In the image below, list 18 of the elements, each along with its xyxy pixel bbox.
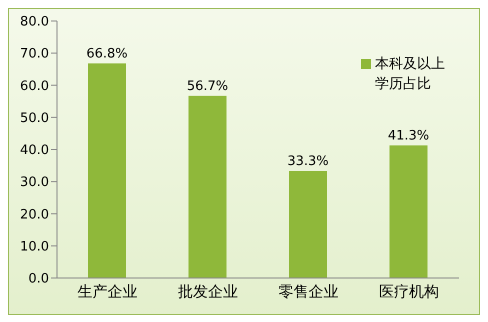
x-tick-label: 医疗机构: [378, 282, 439, 301]
y-tick-label: 0.0: [28, 272, 49, 287]
y-tick-label: 30.0: [20, 175, 49, 190]
y-tick-label: 70.0: [20, 46, 49, 62]
y-tick-label: 80.0: [20, 14, 49, 30]
y-tick-label: 10.0: [20, 239, 49, 254]
legend-label: 本科及以上学历占比: [375, 55, 446, 94]
y-tick-label: 40.0: [20, 143, 49, 158]
x-tick-label: 生产企业: [77, 282, 138, 301]
data-label: 56.7%: [186, 78, 228, 94]
data-label: 41.3%: [388, 128, 430, 144]
data-label: 66.8%: [86, 46, 128, 62]
y-tick-label: 50.0: [20, 110, 49, 126]
data-label: 33.3%: [287, 154, 329, 170]
x-tick-label: 批发企业: [178, 282, 238, 301]
y-tick-label: 20.0: [20, 207, 49, 222]
y-tick-label: 60.0: [20, 78, 49, 94]
x-tick-label: 零售企业: [278, 282, 338, 301]
